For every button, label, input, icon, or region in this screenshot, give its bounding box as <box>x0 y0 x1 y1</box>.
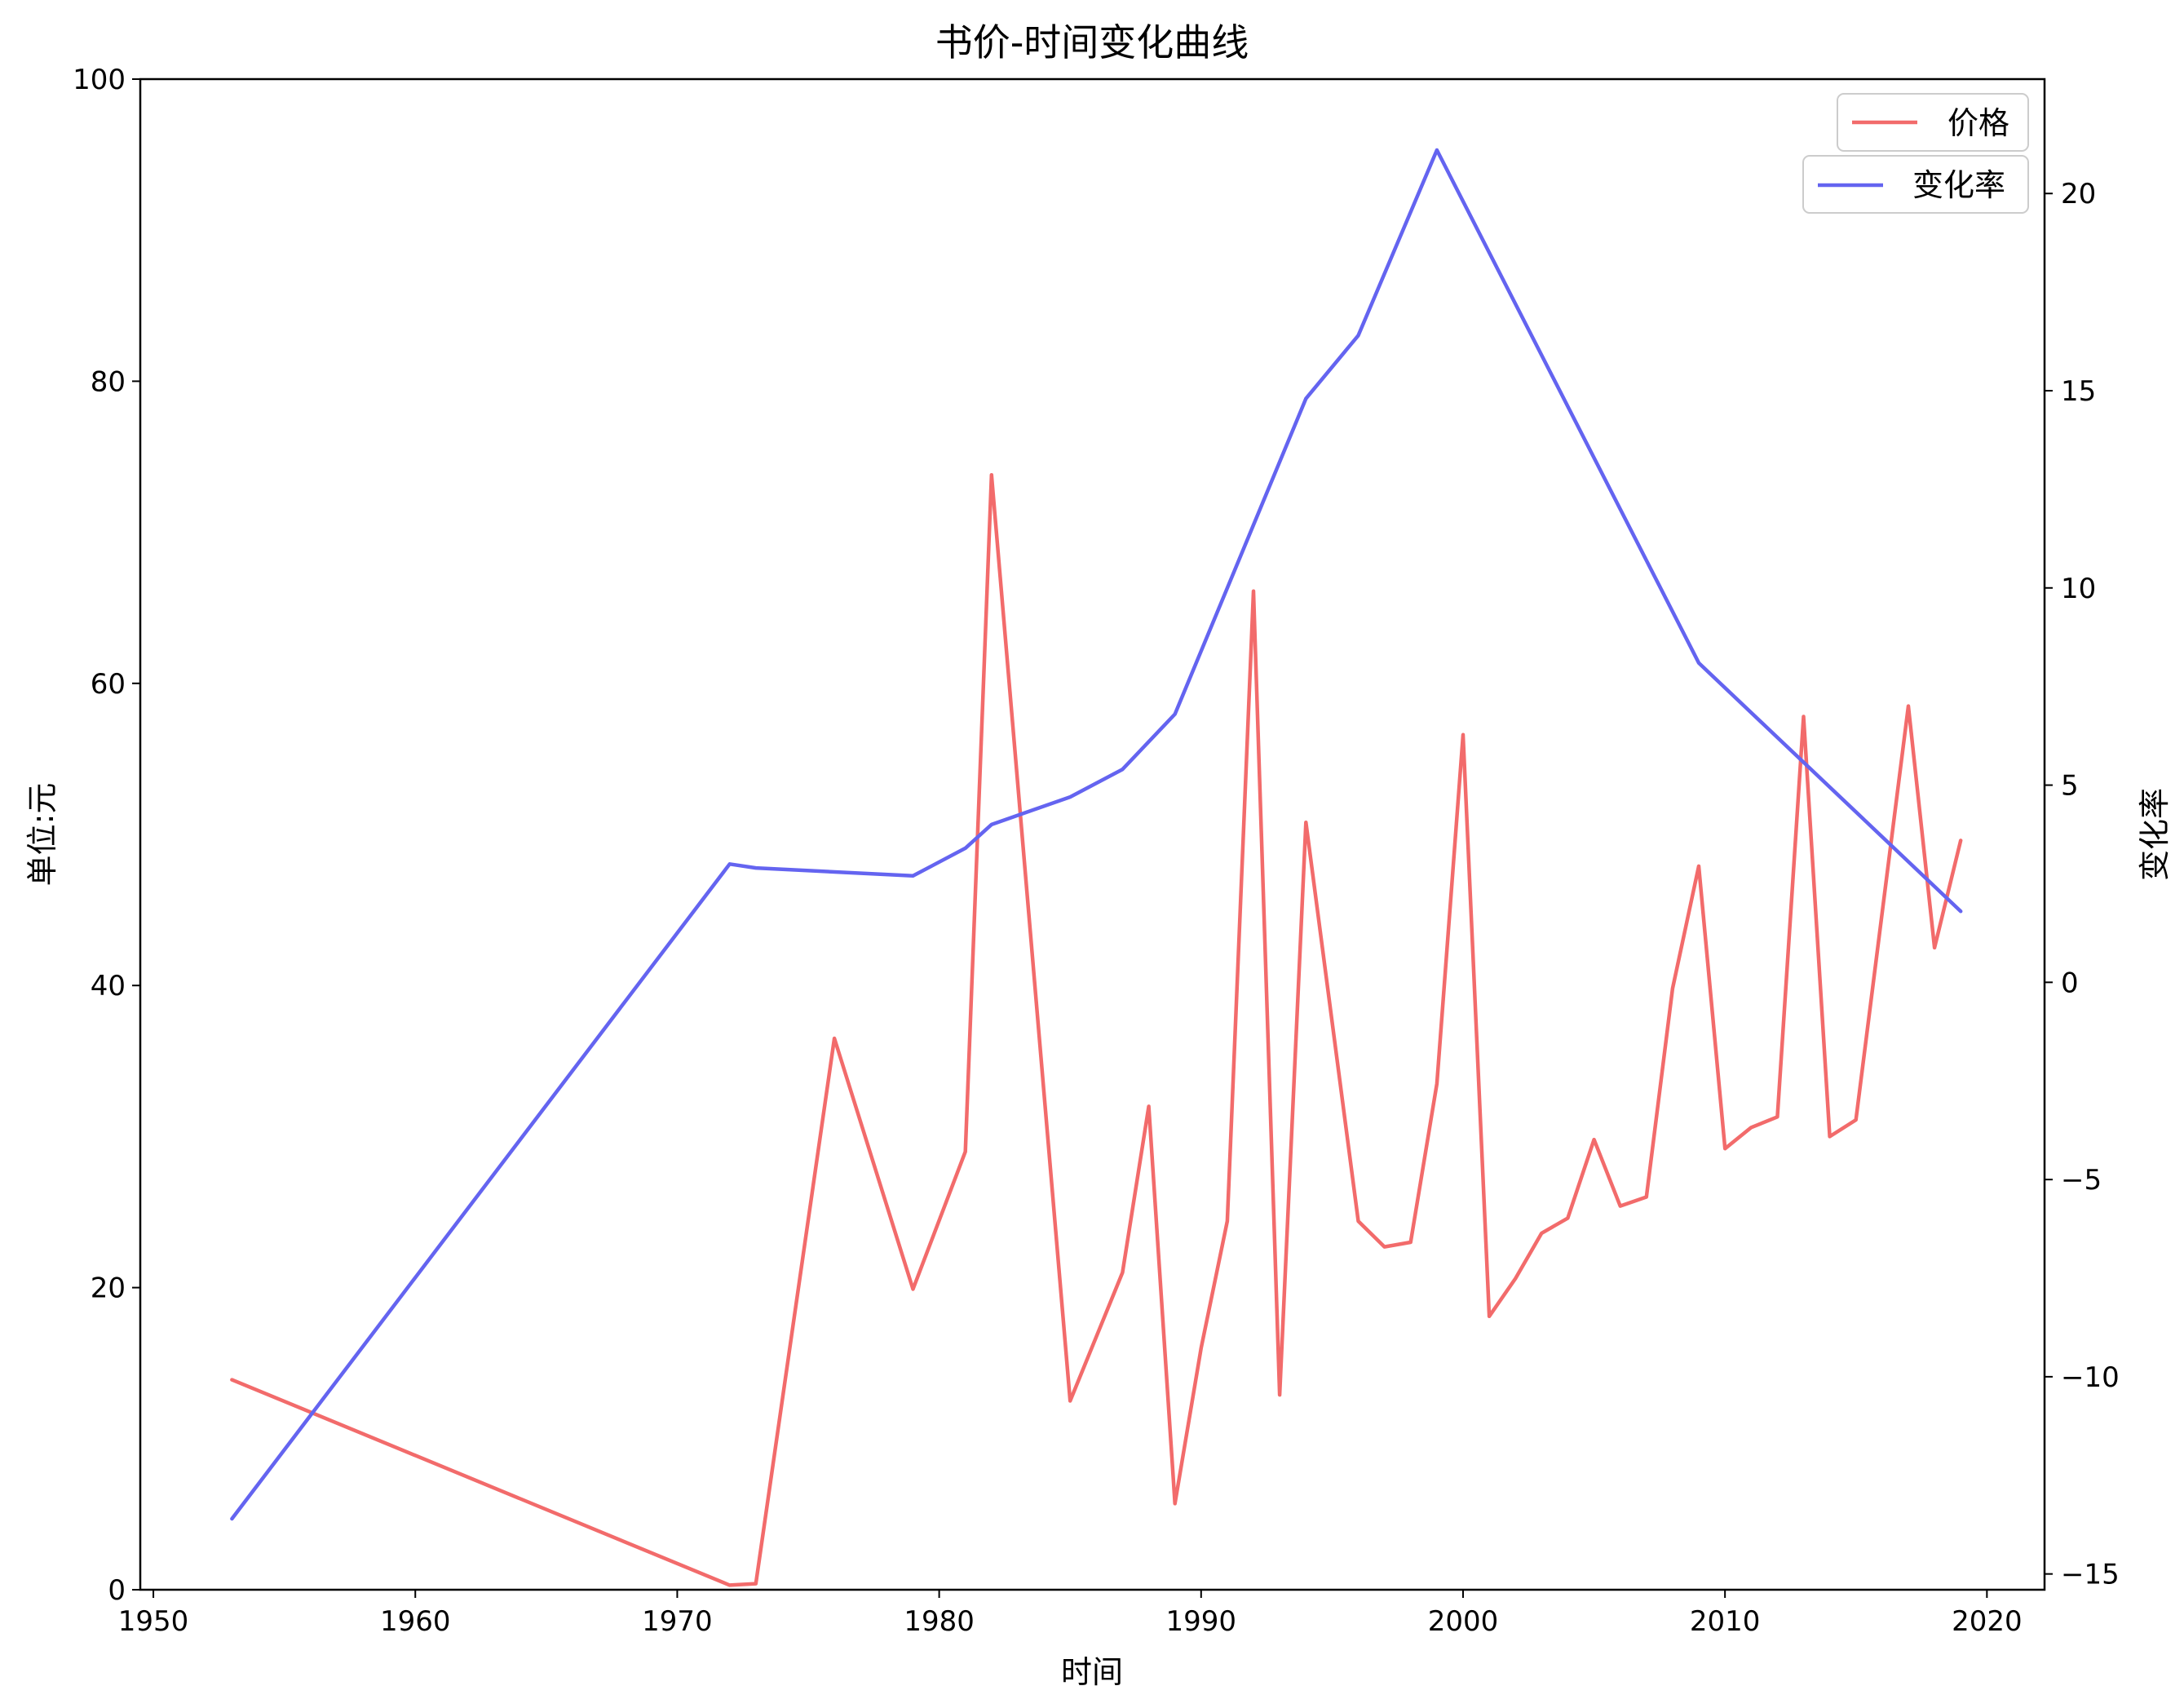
x-tick-label: 2020 <box>1952 1605 2023 1638</box>
legend-rate-box <box>1802 155 2029 214</box>
x-tick-label: 1980 <box>904 1605 975 1638</box>
x-axis: 1950 1960 1970 1980 1990 2000 2010 2020 <box>118 1590 2023 1638</box>
series-layer <box>230 148 1963 1587</box>
legend-price-label: 价格 <box>1947 105 2009 141</box>
y2-tick-label: 0 <box>2061 967 2079 999</box>
y2-tick-label: 20 <box>2061 178 2096 210</box>
x-tick-label: 1970 <box>642 1605 713 1638</box>
x-tick-label: 1990 <box>1166 1605 1237 1638</box>
legend-price-box <box>1837 93 2029 152</box>
y-axis-right: −15 −10 −5 0 5 10 15 20 <box>2045 178 2120 1591</box>
y2-tick-label: −5 <box>2061 1164 2102 1197</box>
y2-tick-label: −15 <box>2061 1559 2120 1591</box>
y2-tick-label: 10 <box>2061 573 2096 605</box>
y-axis-left: 0 20 40 60 80 100 <box>73 64 140 1607</box>
chart-title: 书价-时间变化曲线 <box>935 20 1249 64</box>
x-tick-label: 2000 <box>1428 1605 1499 1638</box>
y-tick-label: 100 <box>73 64 126 96</box>
y2-tick-label: −10 <box>2061 1361 2120 1394</box>
y-tick-label: 40 <box>91 970 126 1002</box>
legend-rate: 变化率 <box>1802 155 2029 214</box>
y-axis-label: 单位:元 <box>24 783 60 887</box>
y-tick-label: 60 <box>91 668 126 701</box>
series-line-price <box>230 472 1963 1587</box>
y2-tick-label: 15 <box>2061 375 2096 408</box>
series-line-rate <box>230 148 1963 1521</box>
x-tick-label: 2010 <box>1690 1605 1761 1638</box>
x-tick-label: 1960 <box>380 1605 451 1638</box>
plot-frame <box>139 77 2046 1591</box>
x-axis-label: 时间 <box>1061 1654 1123 1690</box>
y2-tick-label: 5 <box>2061 770 2079 803</box>
x-tick-label: 1950 <box>118 1605 189 1638</box>
y-tick-label: 0 <box>108 1574 126 1607</box>
y-tick-label: 80 <box>91 365 126 398</box>
legend-rate-label: 变化率 <box>1912 167 2005 203</box>
y2-axis-label: 变化率 <box>2137 788 2173 881</box>
y-tick-label: 20 <box>91 1272 126 1305</box>
legend-price: 价格 <box>1837 93 2029 152</box>
